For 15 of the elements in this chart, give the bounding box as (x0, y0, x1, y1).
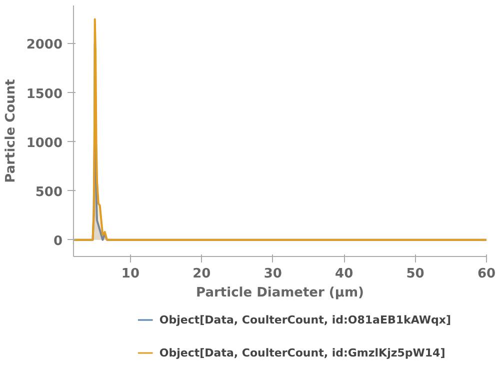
x-tick-label: 10 (121, 266, 140, 282)
x-tick-label: 60 (477, 266, 496, 282)
x-axis-title: Particle Diameter (µm) (196, 286, 364, 300)
y-tick-label: 1500 (26, 86, 63, 102)
y-tick-label: 1000 (26, 136, 63, 151)
y-tick-label: 0 (53, 234, 62, 249)
x-tick-label: 40 (335, 266, 354, 282)
y-tick-label: 2000 (26, 38, 63, 53)
legend-label: Object[Data, CoulterCount, id:GmzlKjz5pW14] (159, 346, 446, 360)
legend-label: Object[Data, CoulterCount, id:O81aEB1kAWqx] (159, 314, 451, 326)
y-axis-title: Particle Count (3, 79, 18, 183)
y-tick-label: 500 (35, 184, 63, 200)
x-tick-label: 50 (406, 266, 424, 282)
x-tick-label: 30 (264, 266, 282, 282)
x-tick-label: 20 (192, 266, 211, 282)
